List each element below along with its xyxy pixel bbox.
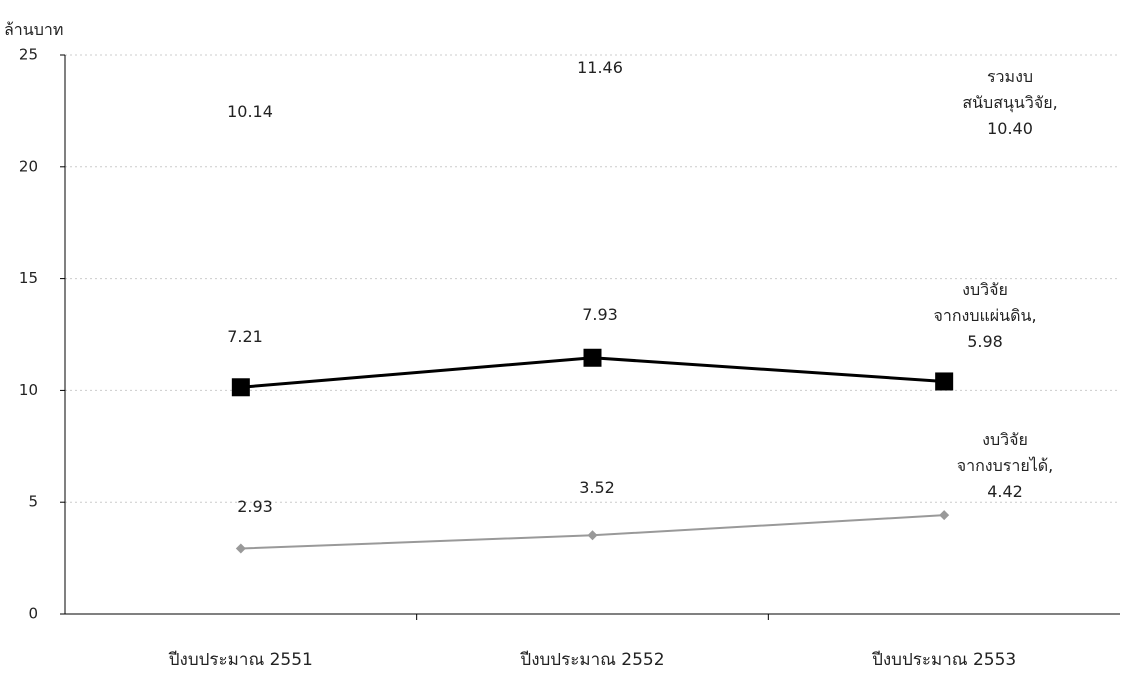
y-tick-label: 20 [19, 157, 38, 175]
marker [235, 447, 246, 458]
data-label: งบวิจัย จากงบรายได้, 4.42 [956, 430, 1054, 501]
marker [587, 431, 598, 442]
data-label: 7.93 [582, 305, 618, 324]
y-tick-label: 0 [28, 605, 38, 623]
marker [939, 475, 950, 486]
y-axis-title: ล้านบาท [4, 20, 64, 39]
data-label: 3.52 [579, 478, 615, 497]
y-tick-label: 15 [19, 269, 38, 287]
marker [235, 543, 246, 554]
data-label: 7.21 [227, 327, 263, 346]
x-tick-label: ปีงบประมาณ 2551 [168, 650, 313, 670]
data-label: รวมงบ สนับสนุนวิจัย, 10.40 [962, 67, 1058, 138]
data-label: 2.93 [237, 497, 273, 516]
marker [935, 372, 954, 391]
marker [231, 378, 250, 397]
y-tick-label: 5 [28, 493, 38, 511]
marker [587, 530, 598, 541]
y-tick-label: 25 [19, 46, 38, 64]
data-label: งบวิจัย จากงบแผ่นดิน, 5.98 [933, 280, 1037, 351]
series-line [240, 435, 945, 482]
data-label: 10.14 [227, 102, 273, 121]
marker [939, 510, 950, 521]
x-tick-label: ปีงบประมาณ 2553 [871, 650, 1016, 670]
marker [583, 348, 602, 367]
x-tick-label: ปีงบประมาณ 2552 [520, 650, 665, 670]
y-tick-label: 10 [19, 381, 38, 399]
data-label: 11.46 [577, 58, 623, 77]
